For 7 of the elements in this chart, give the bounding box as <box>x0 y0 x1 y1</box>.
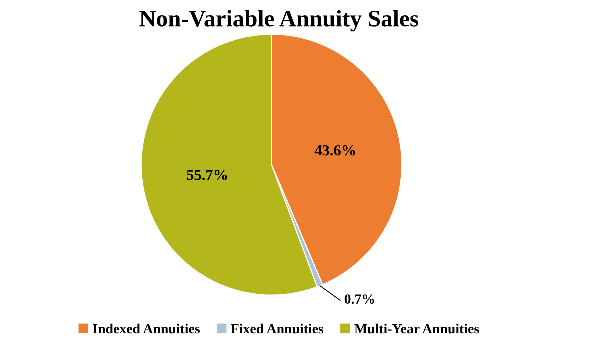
legend-label: Indexed Annuities <box>93 324 200 334</box>
data-label: 0.7% <box>344 294 374 304</box>
chart-title: Non-Variable Annuity Sales <box>140 10 419 32</box>
legend-label: Fixed Annuities <box>231 324 324 334</box>
data-label: 55.7% <box>187 170 228 180</box>
legend-label: Multi-Year Annuities <box>354 324 480 334</box>
data-label: 43.6% <box>314 145 356 156</box>
